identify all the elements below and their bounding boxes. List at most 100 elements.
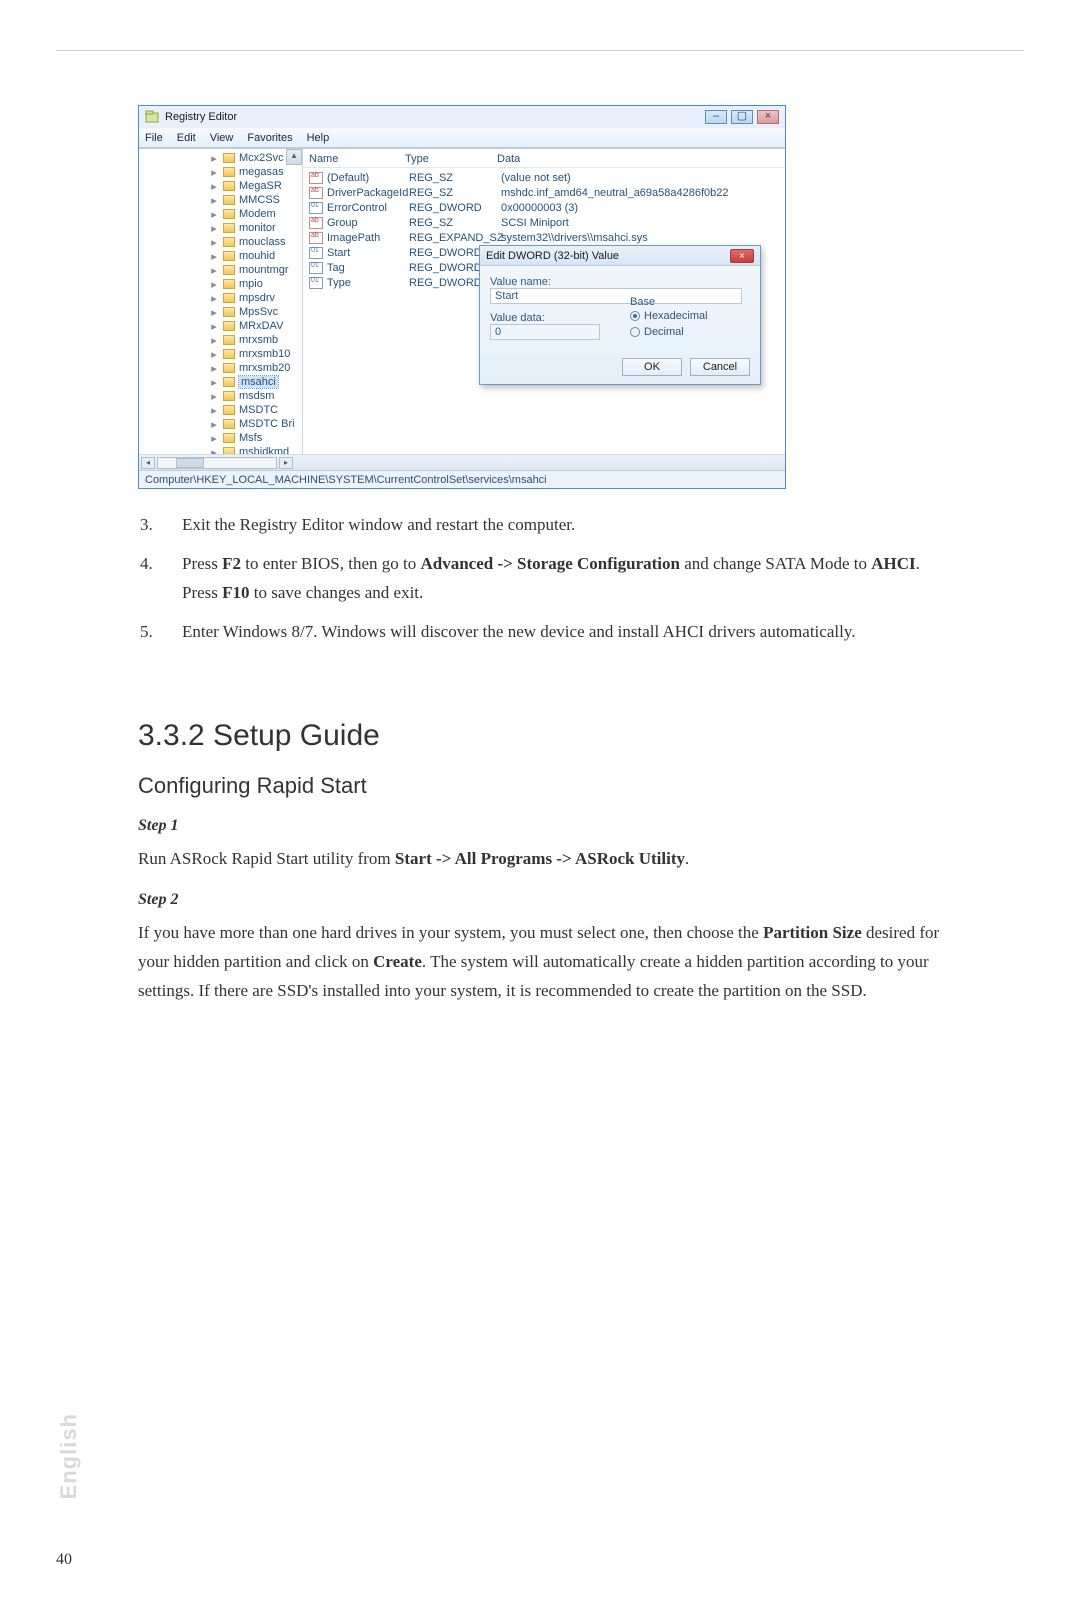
step2-label: Step 2: [138, 891, 952, 909]
maximize-button[interactable]: ▢: [731, 110, 753, 124]
tree-expand-icon[interactable]: ▸: [209, 222, 219, 235]
tree-item-label: Msfs: [239, 432, 262, 444]
tree-item[interactable]: ▸ MegaSR: [209, 179, 303, 193]
tree-item[interactable]: ▸ mrxsmb20: [209, 361, 303, 375]
tree-item[interactable]: ▸ MSDTC Bri: [209, 417, 303, 431]
close-button[interactable]: ×: [757, 110, 779, 124]
value-name: (Default): [327, 172, 409, 184]
value-row[interactable]: ImagePathREG_EXPAND_SZsystem32\\drivers\…: [309, 230, 781, 245]
value-data-input[interactable]: 0: [490, 324, 600, 340]
tree-item[interactable]: ▸ mouhid: [209, 249, 303, 263]
minimize-button[interactable]: –: [705, 110, 727, 124]
tree-item-label: mouhid: [239, 250, 275, 262]
tree-expand-icon[interactable]: ▸: [209, 278, 219, 291]
menu-edit[interactable]: Edit: [177, 132, 196, 144]
tree-item[interactable]: ▸mrxsmb10: [209, 347, 303, 361]
folder-icon: [223, 293, 235, 303]
regedit-title: Registry Editor: [165, 111, 699, 123]
tree-item-label: mrxsmb20: [239, 362, 290, 374]
tree-expand-icon[interactable]: ▸: [209, 180, 219, 193]
tree-expand-icon[interactable]: ▸: [209, 404, 219, 417]
value-data: system32\\drivers\\msahci.sys: [501, 232, 781, 244]
hscroll-track[interactable]: [157, 457, 277, 469]
radio-hex[interactable]: Hexadecimal: [630, 308, 708, 324]
step2-paragraph: If you have more than one hard drives in…: [138, 919, 952, 1006]
tree-expand-icon[interactable]: ▸: [209, 292, 219, 305]
tree-expand-icon[interactable]: ▸: [209, 264, 219, 277]
tree-item-label: Modem: [239, 208, 276, 220]
tree-item[interactable]: ▸mshidkmd: [209, 445, 303, 454]
tree-item-label: MpsSvc: [239, 306, 278, 318]
tree-expand-icon[interactable]: ▸: [209, 306, 219, 319]
value-row[interactable]: (Default)REG_SZ(value not set): [309, 170, 781, 185]
tree-item-label: MSDTC Bri: [239, 418, 295, 430]
tree-item[interactable]: ▸Mcx2Svc: [209, 151, 303, 165]
tree-expand-icon[interactable]: ▸: [209, 166, 219, 179]
hscroll-right[interactable]: ▸: [279, 457, 293, 469]
tree-item[interactable]: ▸ Modem: [209, 207, 303, 221]
tree-expand-icon[interactable]: ▸: [209, 432, 219, 445]
tree-expand-icon[interactable]: ▸: [209, 208, 219, 221]
tree-expand-icon[interactable]: ▸: [209, 334, 219, 347]
menu-view[interactable]: View: [210, 132, 234, 144]
tree-item[interactable]: ▸MMCSS: [209, 193, 303, 207]
folder-icon: [223, 335, 235, 345]
col-type[interactable]: Type: [405, 153, 497, 165]
tree-expand-icon[interactable]: ▸: [209, 250, 219, 263]
value-name: ImagePath: [327, 232, 409, 244]
window-buttons: – ▢ ×: [705, 110, 779, 124]
tree-item[interactable]: ▸megasas: [209, 165, 303, 179]
hscroll-thumb[interactable]: [176, 458, 204, 468]
col-name[interactable]: Name: [309, 153, 405, 165]
tree-expand-icon[interactable]: ▸: [209, 446, 219, 455]
tree-item[interactable]: ▸MRxDAV: [209, 319, 303, 333]
value-name: Start: [327, 247, 409, 259]
tree-item[interactable]: ▸MSDTC: [209, 403, 303, 417]
radio-dec[interactable]: Decimal: [630, 324, 708, 340]
regedit-menu-bar: File Edit View Favorites Help: [139, 128, 785, 148]
tree-expand-icon[interactable]: ▸: [209, 194, 219, 207]
regedit-body: ▴ ▸Mcx2Svc▸megasas▸MegaSR▸MMCSS▸Modem▸mo…: [139, 148, 785, 454]
step-3-text: Exit the Registry Editor window and rest…: [182, 511, 952, 540]
folder-icon: [223, 363, 235, 373]
radio-hex-button[interactable]: [630, 311, 640, 321]
col-data[interactable]: Data: [497, 153, 781, 165]
ok-button[interactable]: OK: [622, 358, 682, 376]
tree-expand-icon[interactable]: ▸: [209, 320, 219, 333]
tree-expand-icon[interactable]: ▸: [209, 376, 219, 389]
instruction-steps: 3. Exit the Registry Editor window and r…: [138, 511, 952, 647]
tree-item[interactable]: ▸mouclass: [209, 235, 303, 249]
tree-item[interactable]: ▸ MpsSvc: [209, 305, 303, 319]
tree-item[interactable]: ▸msdsm: [209, 389, 303, 403]
values-header: Name Type Data: [303, 149, 785, 168]
tree-expand-icon[interactable]: ▸: [209, 348, 219, 361]
tree-item[interactable]: ▸mpsdrv: [209, 291, 303, 305]
regedit-tree-pane[interactable]: ▴ ▸Mcx2Svc▸megasas▸MegaSR▸MMCSS▸Modem▸mo…: [139, 149, 303, 454]
tree-item[interactable]: ▸msahci: [209, 375, 303, 389]
tree-expand-icon[interactable]: ▸: [209, 236, 219, 249]
menu-help[interactable]: Help: [307, 132, 330, 144]
edit-dword-dialog: Edit DWORD (32-bit) Value × Value name: …: [479, 245, 761, 385]
cancel-button[interactable]: Cancel: [690, 358, 750, 376]
tree-expand-icon[interactable]: ▸: [209, 362, 219, 375]
tree-expand-icon[interactable]: ▸: [209, 418, 219, 431]
dialog-close-button[interactable]: ×: [730, 249, 754, 263]
tree-item[interactable]: ▸monitor: [209, 221, 303, 235]
menu-file[interactable]: File: [145, 132, 163, 144]
tree-item[interactable]: ▸mountmgr: [209, 263, 303, 277]
step-5-number: 5.: [138, 618, 182, 647]
tree-expand-icon[interactable]: ▸: [209, 152, 219, 165]
value-row[interactable]: ErrorControlREG_DWORD0x00000003 (3): [309, 200, 781, 215]
value-type: REG_SZ: [409, 172, 501, 184]
value-row[interactable]: GroupREG_SZSCSI Miniport: [309, 215, 781, 230]
value-row[interactable]: DriverPackageIdREG_SZmshdc.inf_amd64_neu…: [309, 185, 781, 200]
hscroll-left[interactable]: ◂: [141, 457, 155, 469]
radio-dec-button[interactable]: [630, 327, 640, 337]
tree-item[interactable]: ▸mpio: [209, 277, 303, 291]
tree-item[interactable]: ▸ Msfs: [209, 431, 303, 445]
tree-expand-icon[interactable]: ▸: [209, 390, 219, 403]
tree-item-label: MegaSR: [239, 180, 282, 192]
regedit-horizontal-scrollbar[interactable]: ◂ ▸: [139, 454, 785, 470]
menu-favorites[interactable]: Favorites: [247, 132, 292, 144]
tree-item[interactable]: ▸mrxsmb: [209, 333, 303, 347]
